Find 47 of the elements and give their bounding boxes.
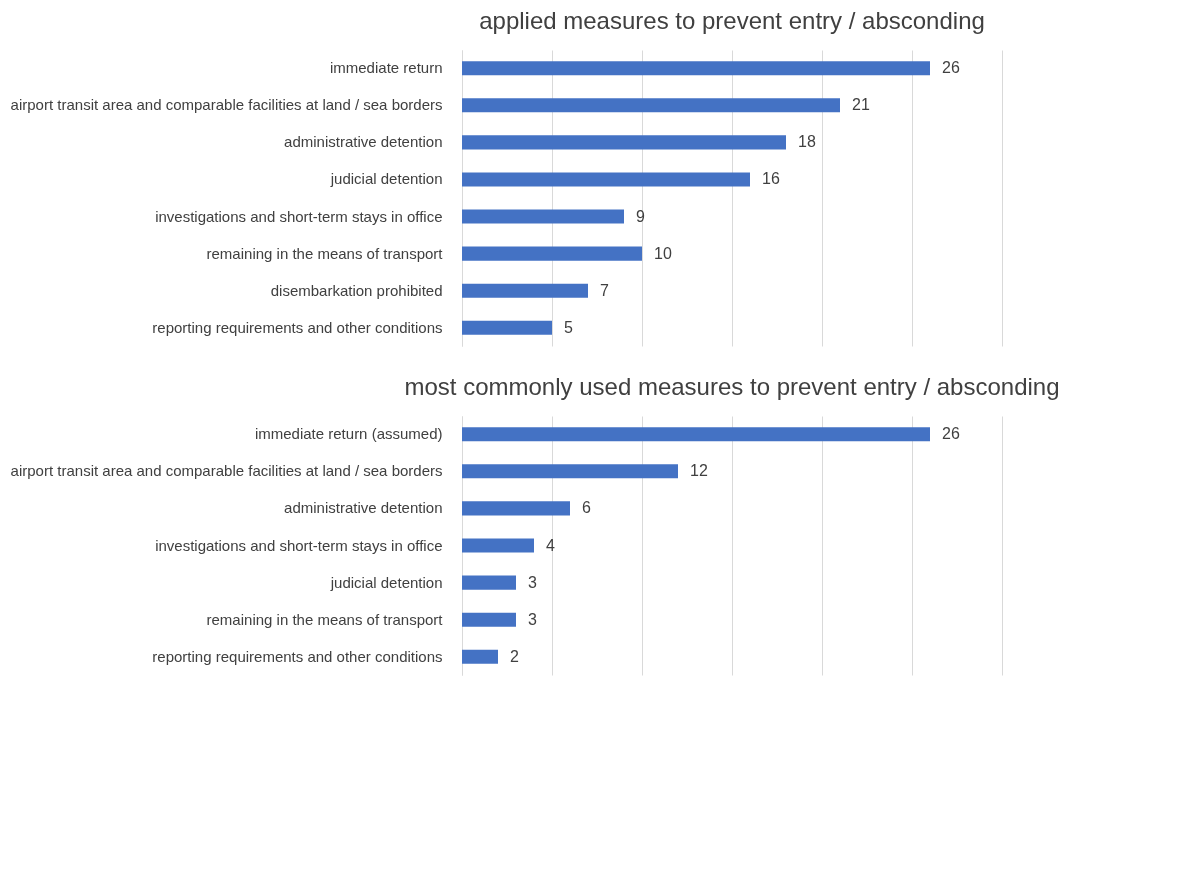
bar bbox=[462, 649, 498, 664]
data-label: 18 bbox=[798, 133, 816, 151]
bar bbox=[462, 246, 642, 261]
bar bbox=[462, 575, 516, 590]
y-tick-label: reporting requirements and other conditions bbox=[152, 647, 443, 665]
data-label: 3 bbox=[528, 573, 537, 591]
y-tick-label: airport transit area and comparable facilities at land / sea borders bbox=[10, 96, 443, 114]
chart-title: most commonly used measures to prevent entry / absconding bbox=[404, 373, 1060, 400]
data-label: 2 bbox=[510, 647, 519, 665]
data-label: 6 bbox=[582, 499, 591, 517]
data-label: 21 bbox=[852, 96, 870, 114]
y-tick-label: judicial detention bbox=[329, 170, 443, 188]
bar bbox=[462, 501, 570, 516]
data-label: 26 bbox=[942, 425, 960, 443]
bar bbox=[462, 427, 930, 442]
bar bbox=[462, 320, 552, 335]
bar bbox=[462, 538, 534, 553]
data-label: 3 bbox=[528, 610, 537, 628]
y-tick-label: administrative detention bbox=[284, 499, 443, 517]
y-tick-label: airport transit area and comparable facilities at land / sea borders bbox=[10, 462, 443, 480]
y-tick-label: disembarkation prohibited bbox=[270, 281, 443, 299]
data-label: 7 bbox=[600, 281, 609, 299]
bar bbox=[462, 98, 840, 113]
bar bbox=[462, 172, 750, 187]
bar bbox=[462, 612, 516, 627]
chart-title: applied measures to prevent entry / absconding bbox=[479, 7, 985, 34]
data-label: 9 bbox=[636, 207, 645, 225]
y-tick-label: investigations and short-term stays in office bbox=[155, 207, 443, 225]
y-tick-label: administrative detention bbox=[284, 133, 443, 151]
y-tick-label: immediate return (assumed) bbox=[254, 425, 443, 443]
y-tick-label: judicial detention bbox=[329, 573, 443, 591]
data-label: 5 bbox=[564, 318, 573, 336]
data-label: 26 bbox=[942, 59, 960, 77]
y-tick-label: immediate return bbox=[329, 59, 443, 77]
y-tick-label: remaining in the means of transport bbox=[206, 244, 444, 262]
data-label: 12 bbox=[690, 462, 708, 480]
data-label: 10 bbox=[654, 244, 672, 262]
y-tick-label: reporting requirements and other conditions bbox=[152, 318, 443, 336]
data-label: 4 bbox=[546, 536, 555, 554]
y-tick-label: remaining in the means of transport bbox=[206, 610, 444, 628]
data-label: 16 bbox=[762, 170, 780, 188]
bar bbox=[462, 283, 588, 298]
y-tick-label: investigations and short-term stays in office bbox=[155, 536, 443, 554]
bar bbox=[462, 61, 930, 76]
bar bbox=[462, 135, 786, 150]
bar bbox=[462, 209, 624, 224]
bar bbox=[462, 464, 678, 479]
